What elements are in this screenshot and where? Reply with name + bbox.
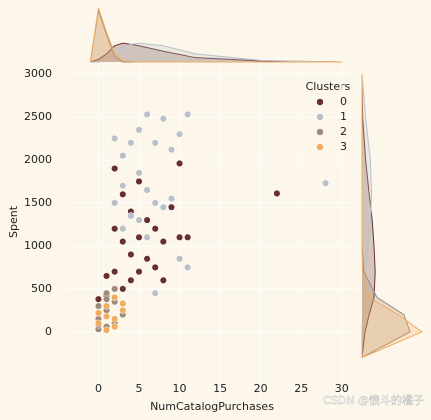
y-tick-label: 500	[31, 282, 52, 295]
scatter-point	[119, 238, 127, 246]
scatter-point	[151, 289, 159, 297]
right-kde	[361, 74, 424, 359]
scatter-point	[103, 295, 111, 303]
scatter-point	[111, 199, 119, 207]
scatter-point	[143, 110, 151, 118]
legend-marker	[316, 128, 324, 136]
y-tick-label: 2000	[24, 153, 52, 166]
legend-label: 3	[340, 140, 347, 153]
scatter-point	[111, 293, 119, 302]
scatter-point	[176, 255, 184, 263]
scatter-point	[167, 146, 175, 154]
x-tick-label: 0	[95, 382, 102, 395]
scatter-point	[184, 233, 192, 241]
scatter-point	[273, 189, 281, 198]
scatter-point	[119, 299, 127, 308]
scatter-point	[143, 233, 151, 241]
legend-label: 1	[340, 110, 347, 123]
x-tick-label: 5	[136, 382, 143, 395]
scatter-point	[94, 319, 102, 327]
legend-marker	[316, 113, 324, 121]
scatter-point	[167, 195, 175, 203]
scatter-point	[94, 295, 102, 303]
scatter-point	[159, 115, 167, 123]
x-tick-label: 25	[294, 382, 308, 395]
legend-label: 2	[340, 125, 347, 138]
scatter-point	[143, 216, 151, 224]
legend-marker	[316, 98, 324, 106]
scatter-point	[135, 177, 143, 185]
scatter-point	[322, 179, 330, 187]
scatter-point	[119, 152, 127, 160]
x-tick-label: 15	[213, 382, 227, 395]
scatter-point	[119, 225, 127, 233]
scatter-point	[103, 289, 111, 297]
scatter-point	[111, 285, 119, 293]
scatter-point	[127, 250, 135, 259]
scatter-point	[103, 312, 111, 320]
x-tick-label: 30	[335, 382, 349, 395]
scatter-point	[176, 159, 184, 167]
scatter-point	[151, 263, 159, 271]
scatter-point	[176, 233, 184, 241]
x-axis-label: NumCatalogPurchases	[150, 400, 274, 413]
scatter-point	[111, 134, 119, 143]
scatter-point	[111, 268, 119, 276]
y-tick-label: 2500	[24, 110, 52, 123]
plot-area	[66, 62, 358, 398]
scatter-point	[135, 216, 143, 224]
y-tick-label: 1000	[24, 239, 52, 252]
scatter-point	[127, 139, 135, 147]
scatter-point	[143, 255, 151, 263]
scatter-point	[159, 276, 167, 284]
scatter-point	[119, 306, 127, 314]
scatter-point	[111, 165, 119, 173]
scatter-point	[111, 323, 119, 331]
scatter-point	[176, 130, 184, 138]
scatter-point	[135, 268, 143, 276]
scatter-point	[127, 276, 135, 284]
scatter-point	[111, 225, 119, 233]
legend-label: 0	[340, 95, 347, 108]
y-tick-label: 0	[45, 325, 52, 338]
scatter-point	[143, 186, 151, 194]
watermark: CSDN @愤斗的橘子	[323, 393, 424, 407]
scatter-point	[151, 139, 159, 147]
top-kde	[89, 7, 342, 63]
x-tick-label: 10	[173, 382, 187, 395]
x-tick-label: 20	[254, 382, 268, 395]
scatter-point	[103, 302, 111, 310]
scatter-point	[135, 126, 143, 134]
y-tick-label: 1500	[24, 196, 52, 209]
scatter-point	[119, 182, 127, 190]
scatter-point	[167, 203, 175, 211]
scatter-point	[94, 309, 102, 317]
scatter-point	[103, 326, 111, 334]
scatter-point	[159, 203, 167, 211]
right-kde	[361, 73, 373, 358]
y-axis-label: Spent	[7, 205, 20, 238]
scatter-point	[94, 302, 102, 310]
scatter-point	[184, 263, 192, 271]
scatter-point	[111, 315, 119, 323]
scatter-point	[151, 225, 159, 233]
scatter-point	[119, 285, 127, 293]
top-kde	[90, 42, 342, 63]
scatter-point	[184, 110, 192, 118]
scatter-point	[151, 199, 159, 207]
scatter-point	[103, 272, 111, 280]
scatter-point	[159, 238, 167, 246]
legend-marker	[316, 143, 324, 151]
scatter-point	[119, 190, 127, 198]
legend-title: Clusters	[306, 80, 351, 93]
scatter-point	[135, 233, 143, 241]
scatter-point	[127, 212, 135, 220]
scatter-point	[135, 169, 143, 177]
y-tick-label: 3000	[24, 67, 52, 80]
